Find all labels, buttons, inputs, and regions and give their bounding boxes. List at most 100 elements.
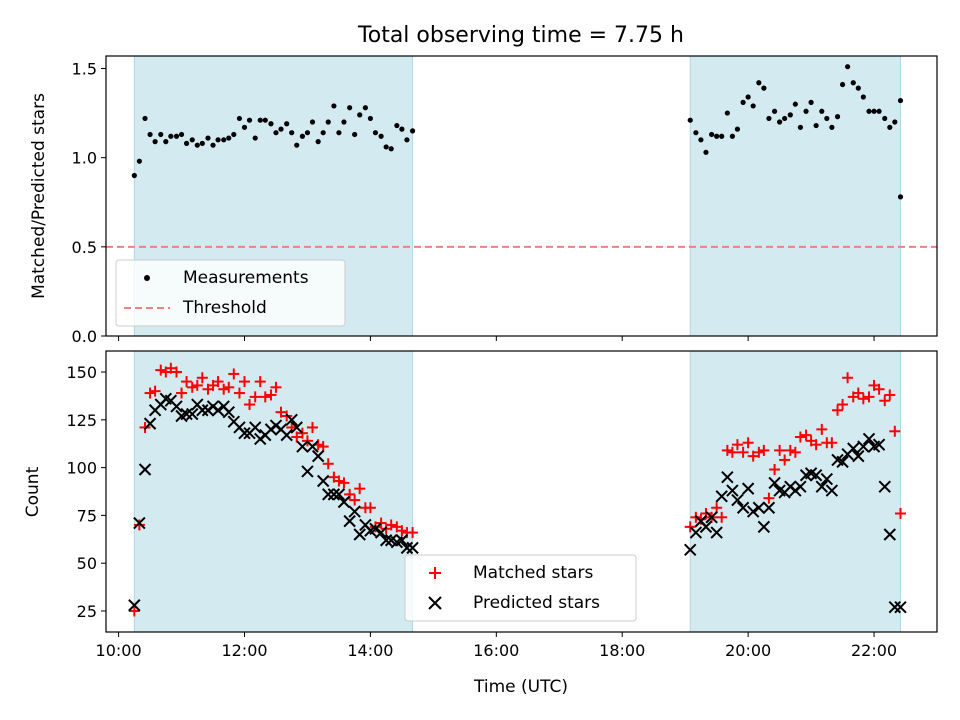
- measurements-point: [331, 103, 337, 109]
- measurements-point: [252, 135, 258, 141]
- matched-stars-point: [306, 421, 318, 433]
- matched-stars-point: [133, 519, 145, 531]
- predicted-stars-point: [894, 600, 907, 614]
- ratio-panel: 0.0 0.5 1.0 1.5 Matched/Predicted stars Mea…: [29, 55, 938, 346]
- measurements-point: [839, 81, 846, 88]
- measurements-point: [158, 131, 164, 138]
- measurements-point: [226, 135, 232, 141]
- measurements-point: [703, 149, 709, 155]
- measurements-point: [871, 108, 877, 114]
- predicted-stars-point: [862, 432, 876, 446]
- measurements-point: [336, 130, 342, 136]
- matched-stars-point: [779, 454, 791, 466]
- measurements-point: [210, 142, 216, 148]
- matched-stars-point: [826, 437, 838, 449]
- predicted-stars-point: [883, 528, 896, 541]
- figure-title: Total observing time = 7.75 h: [357, 23, 684, 48]
- count-axes-frame: [105, 350, 938, 633]
- matched-stars-point: [407, 527, 419, 539]
- measurements-point: [897, 97, 904, 104]
- measurements-point: [199, 140, 205, 146]
- matched-stars-point: [270, 381, 282, 393]
- matched-stars-point: [176, 387, 188, 399]
- predicted-stars-point: [721, 470, 734, 484]
- matched-stars-point: [385, 519, 397, 531]
- measurements-point: [320, 130, 326, 136]
- predicted-stars-point: [857, 440, 870, 453]
- threshold-legend-label: Threshold: [182, 298, 267, 318]
- matched-stars-point: [165, 362, 177, 374]
- matched-stars-point: [349, 494, 361, 506]
- measurements-point: [183, 140, 190, 146]
- measurements-point: [709, 131, 715, 138]
- matched-stars-point: [758, 444, 770, 456]
- measurements-point: [294, 142, 300, 148]
- measurements-point: [734, 126, 741, 132]
- predicted-stars-point: [128, 599, 141, 612]
- measurements-point: [740, 99, 746, 105]
- matched-stars-point: [254, 376, 266, 388]
- measurements-point: [378, 133, 384, 139]
- measurements-point: [693, 130, 699, 136]
- predicted-stars-point: [852, 449, 865, 463]
- predicted-stars-point: [757, 520, 771, 534]
- count-plot-area: 25 50 75 100 125 150 10:00 12:00 14:00 16:00 18:00…: [66, 350, 938, 660]
- ratio-y-tick-label: 1.0: [72, 149, 97, 168]
- predicted-stars-point: [211, 404, 225, 417]
- measurements-point: [719, 133, 725, 139]
- predicted-stars-point: [353, 528, 366, 541]
- matched-stars-point: [375, 517, 387, 529]
- measurements-point: [372, 130, 379, 136]
- measurements-point: [771, 108, 778, 114]
- predicted-stars-point: [133, 516, 146, 530]
- measurements-point: [131, 172, 137, 179]
- ratio-plot-area: 0.0 0.5 1.0 1.5: [72, 55, 938, 346]
- predicted-stars-point: [705, 511, 718, 524]
- matched-stars-point: [753, 446, 765, 458]
- measurements-point: [236, 115, 243, 122]
- measurements-point: [750, 103, 756, 109]
- measurements-point: [142, 115, 148, 122]
- measurements-point: [792, 101, 798, 107]
- measurements-point: [273, 130, 279, 136]
- measurements-point: [876, 108, 882, 114]
- measurements-legend-label: Measurements: [183, 268, 309, 288]
- predicted-stars-point: [794, 480, 807, 493]
- measurements-point: [819, 108, 825, 114]
- matched-stars-point: [396, 525, 408, 537]
- matched-stars-point: [889, 425, 901, 437]
- matched-stars-point: [128, 605, 140, 617]
- matched-stars-point: [837, 399, 849, 411]
- predicted-stars-point: [143, 417, 157, 430]
- matched-stars-point: [832, 404, 844, 416]
- predicted-stars-point: [306, 440, 319, 453]
- predicted-stars-point: [348, 505, 361, 518]
- x-tick-label: 12:00: [221, 641, 267, 660]
- measurements-point: [136, 158, 142, 164]
- matched-stars-point: [763, 492, 775, 504]
- measurements-point: [782, 115, 788, 122]
- predicted-stars-point: [170, 400, 183, 413]
- matched-stars-point: [291, 431, 303, 443]
- matched-stars-point: [244, 399, 256, 411]
- predicted-stars-point: [343, 514, 356, 528]
- matched-stars-point: [338, 477, 350, 489]
- matched-stars-point: [742, 437, 754, 449]
- measurements-point: [152, 139, 158, 145]
- matched-stars-point: [171, 366, 183, 378]
- matched-stars-point: [149, 385, 161, 397]
- measurements-point: [897, 194, 904, 200]
- x-axis-label: Time (UTC): [473, 677, 568, 697]
- ratio-y-tick-label: 0.5: [72, 238, 97, 257]
- ratio-y-tick-label: 1.5: [72, 59, 97, 78]
- measurements-point: [787, 112, 793, 118]
- matched-stars-point: [789, 446, 801, 458]
- matched-stars-point: [784, 444, 796, 456]
- predicted-stars-point: [741, 482, 755, 495]
- x-tick-label: 20:00: [725, 641, 771, 660]
- matched-stars-point: [737, 446, 749, 458]
- measurements-point: [215, 137, 221, 143]
- matched-stars-point: [816, 423, 828, 435]
- measurements-point: [388, 146, 394, 152]
- x-tick-label: 18:00: [599, 641, 645, 660]
